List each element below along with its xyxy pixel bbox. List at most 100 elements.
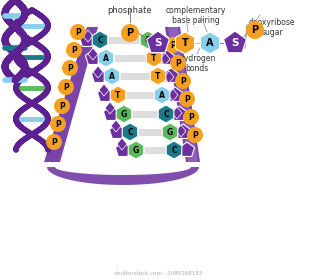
Polygon shape (150, 67, 166, 85)
Text: A: A (206, 38, 214, 48)
Text: T: T (182, 38, 188, 48)
Text: C: C (97, 36, 103, 45)
Text: T: T (151, 53, 157, 62)
Polygon shape (162, 123, 178, 141)
Polygon shape (146, 49, 162, 67)
Circle shape (62, 60, 78, 76)
Text: P: P (59, 102, 65, 111)
Polygon shape (103, 106, 118, 120)
Polygon shape (128, 141, 144, 159)
Polygon shape (104, 67, 120, 85)
Polygon shape (99, 84, 109, 96)
Text: P: P (71, 46, 77, 55)
Polygon shape (109, 124, 125, 139)
Text: P: P (67, 64, 73, 73)
Circle shape (175, 73, 191, 89)
Polygon shape (160, 53, 170, 65)
Text: P: P (63, 83, 69, 92)
Polygon shape (154, 86, 170, 104)
Polygon shape (122, 123, 138, 141)
Text: T: T (115, 90, 121, 99)
Text: C: C (171, 146, 177, 155)
Text: P: P (170, 41, 176, 50)
Text: P: P (126, 28, 134, 38)
Text: A: A (109, 71, 115, 81)
Polygon shape (165, 27, 200, 162)
Polygon shape (116, 105, 132, 123)
Circle shape (54, 98, 70, 114)
Text: G: G (145, 36, 151, 45)
Polygon shape (200, 32, 220, 54)
Polygon shape (176, 125, 186, 137)
Polygon shape (153, 32, 169, 46)
Polygon shape (175, 32, 195, 54)
Polygon shape (164, 71, 174, 83)
Text: P: P (75, 27, 81, 36)
Polygon shape (92, 31, 108, 49)
Circle shape (58, 79, 74, 95)
Text: C: C (163, 109, 169, 118)
Text: G: G (167, 127, 173, 137)
Polygon shape (167, 87, 183, 101)
Polygon shape (47, 167, 199, 185)
Polygon shape (111, 120, 121, 132)
Polygon shape (91, 68, 106, 83)
Circle shape (121, 24, 139, 42)
Polygon shape (83, 30, 93, 42)
Text: complementary
base pairing: complementary base pairing (166, 6, 226, 25)
Polygon shape (168, 27, 198, 162)
Text: P: P (175, 59, 181, 67)
Polygon shape (147, 31, 169, 53)
Text: P: P (188, 113, 194, 122)
Polygon shape (172, 107, 182, 119)
Polygon shape (163, 68, 179, 83)
Circle shape (66, 42, 82, 58)
Text: P: P (51, 137, 57, 146)
Circle shape (46, 134, 62, 150)
Circle shape (179, 91, 195, 107)
Polygon shape (44, 27, 98, 162)
Text: T: T (155, 71, 161, 81)
Polygon shape (156, 35, 166, 47)
Polygon shape (140, 31, 156, 49)
Polygon shape (175, 124, 191, 139)
Polygon shape (158, 105, 174, 123)
Text: S: S (154, 38, 162, 48)
Circle shape (70, 24, 86, 40)
Polygon shape (85, 50, 100, 64)
Polygon shape (79, 32, 94, 46)
Text: S: S (231, 38, 239, 48)
Text: shutterstock.com · 2085268153: shutterstock.com · 2085268153 (114, 271, 202, 276)
Polygon shape (166, 141, 182, 159)
Polygon shape (105, 102, 115, 114)
Circle shape (246, 21, 264, 39)
Circle shape (50, 116, 66, 132)
Polygon shape (98, 49, 114, 67)
Text: P: P (55, 120, 61, 129)
Circle shape (183, 109, 199, 125)
Text: P: P (192, 130, 198, 139)
Text: deoxyribose
sugar: deoxyribose sugar (249, 18, 295, 38)
Text: A: A (159, 90, 165, 99)
Text: G: G (133, 146, 139, 155)
Polygon shape (159, 50, 175, 64)
Text: phosphate: phosphate (108, 6, 152, 15)
Circle shape (187, 127, 203, 143)
Circle shape (165, 37, 181, 53)
Polygon shape (171, 106, 187, 120)
Circle shape (170, 55, 186, 71)
Text: P: P (184, 95, 190, 104)
Text: G: G (121, 109, 127, 118)
Text: P: P (252, 25, 258, 35)
Polygon shape (117, 138, 127, 150)
Polygon shape (110, 86, 126, 104)
Text: A: A (103, 53, 109, 62)
Polygon shape (97, 87, 112, 101)
Text: P: P (180, 76, 186, 85)
Polygon shape (115, 142, 131, 157)
Polygon shape (93, 66, 103, 78)
Polygon shape (88, 48, 98, 60)
Text: hydrogen
bonds: hydrogen bonds (179, 54, 215, 73)
Polygon shape (224, 31, 246, 53)
Polygon shape (179, 142, 195, 157)
